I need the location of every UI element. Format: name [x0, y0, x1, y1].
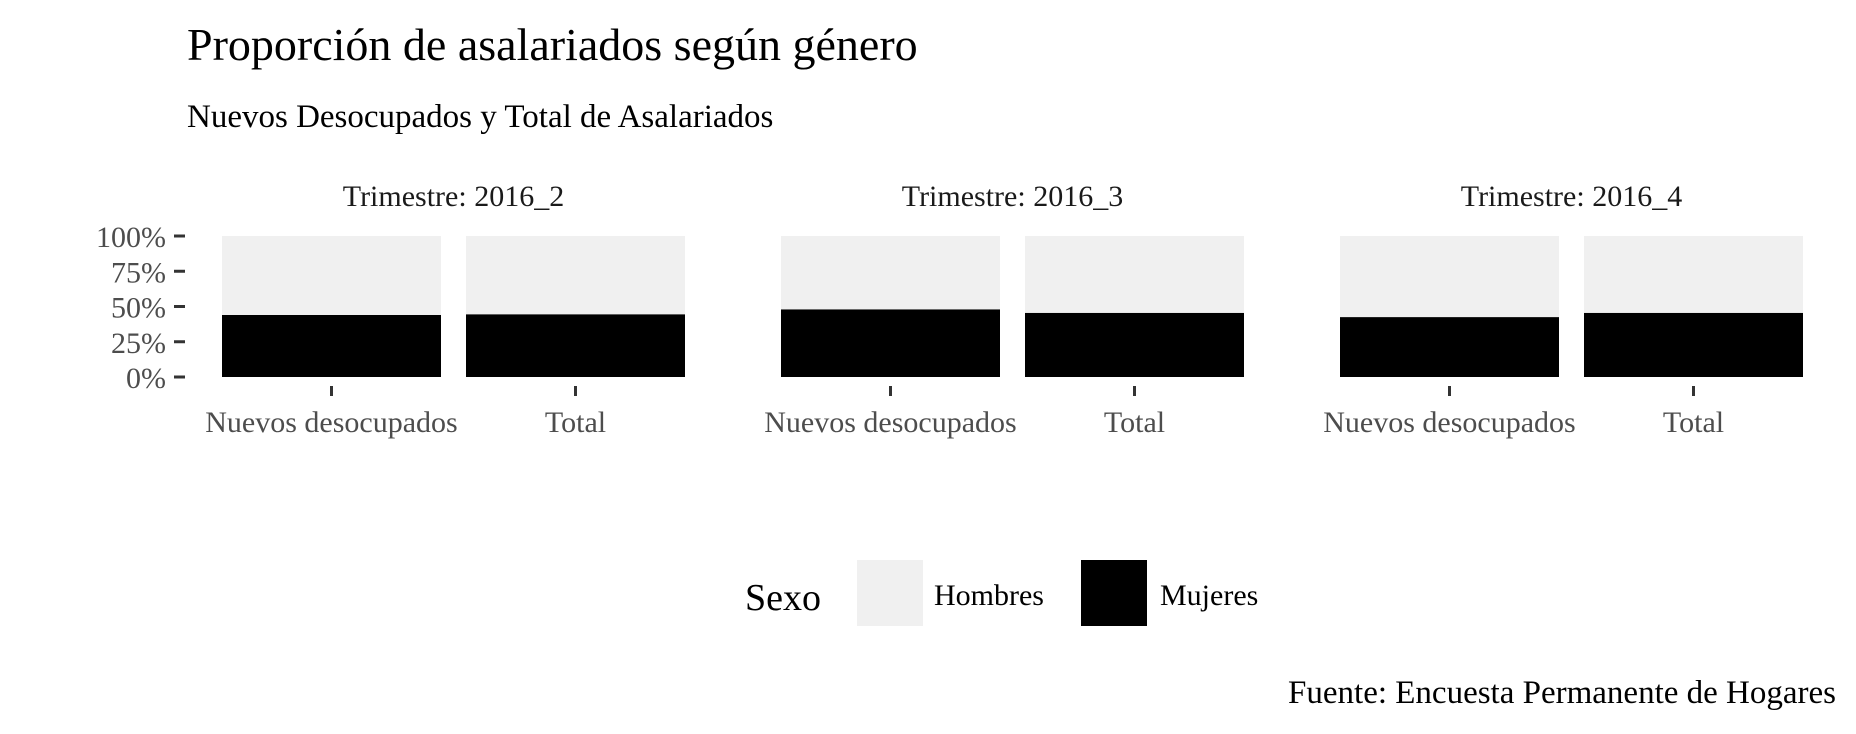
legend-title: Sexo — [745, 577, 821, 619]
bar-hombres — [466, 236, 685, 315]
x-tick-label: Nuevos desocupados — [1323, 406, 1575, 439]
facet-panel: Trimestre: 2016_4 Nuevos desocupados Total — [1323, 180, 1803, 439]
y-tick-label: 75% — [111, 256, 166, 289]
bar-hombres — [1340, 236, 1559, 318]
legend-label-hombres: Hombres — [934, 579, 1044, 612]
y-tick-label: 0% — [126, 362, 166, 395]
bar-mujeres — [1340, 317, 1559, 377]
y-tick-label: 100% — [96, 221, 166, 254]
chart-caption: Fuente: Encuesta Permanente de Hogares — [1288, 675, 1836, 711]
bar-hombres — [1584, 236, 1803, 313]
facet-panel: Trimestre: 2016_3 Nuevos desocupados Total — [764, 180, 1244, 439]
x-tick-label: Total — [1663, 406, 1724, 439]
x-tick-label: Total — [1104, 406, 1165, 439]
bar-mujeres — [222, 314, 441, 377]
bar-hombres — [1025, 236, 1244, 313]
x-tick-label: Nuevos desocupados — [205, 406, 457, 439]
bar-hombres — [781, 236, 1000, 310]
legend: Sexo Hombres Mujeres — [745, 560, 1258, 626]
facet-strip-label: Trimestre: 2016_2 — [343, 180, 564, 213]
bar-hombres — [222, 236, 441, 315]
y-tick-label: 50% — [111, 292, 166, 325]
bar-mujeres — [466, 314, 685, 377]
facet-panels: Trimestre: 2016_2 Nuevos desocupados Total… — [205, 180, 1803, 439]
chart-subtitle: Nuevos Desocupados y Total de Asalariado… — [187, 99, 773, 135]
legend-label-mujeres: Mujeres — [1160, 579, 1258, 612]
bar-mujeres — [1584, 312, 1803, 377]
bar-mujeres — [1025, 312, 1244, 377]
x-tick-label: Total — [545, 406, 606, 439]
bar-mujeres — [781, 309, 1000, 377]
x-tick-label: Nuevos desocupados — [764, 406, 1016, 439]
y-axis: 0%25%50%75%100% — [96, 221, 185, 395]
legend-key-hombres — [857, 560, 923, 626]
legend-key-mujeres — [1081, 560, 1147, 626]
chart-title: Proporción de asalariados según género — [187, 19, 918, 70]
facet-panel: Trimestre: 2016_2 Nuevos desocupados Total — [205, 180, 685, 439]
facet-strip-label: Trimestre: 2016_3 — [902, 180, 1123, 213]
y-tick-label: 25% — [111, 327, 166, 360]
facet-strip-label: Trimestre: 2016_4 — [1461, 180, 1682, 213]
